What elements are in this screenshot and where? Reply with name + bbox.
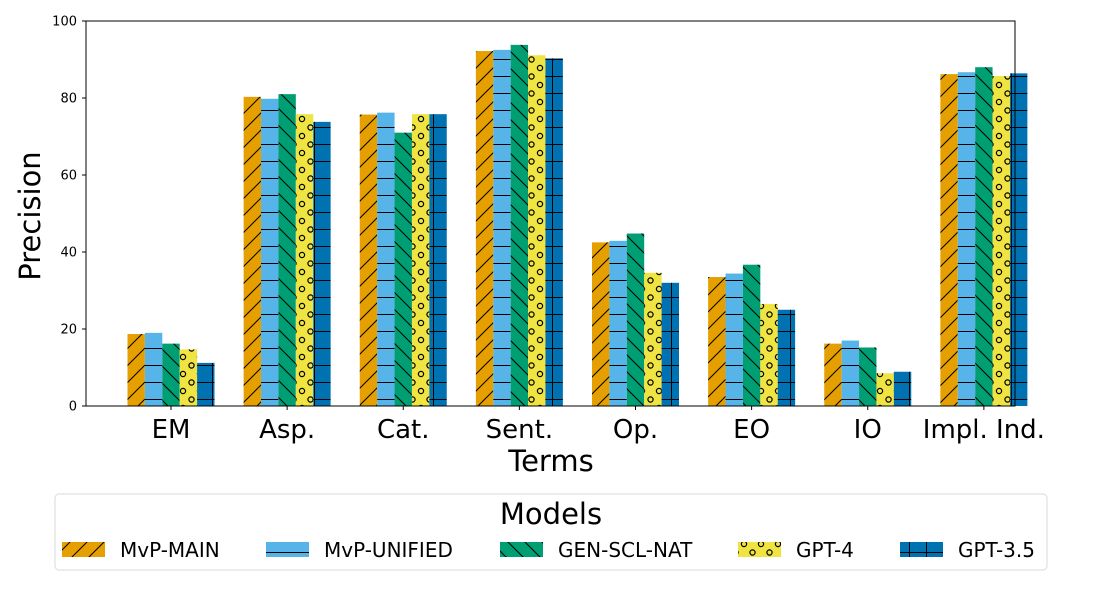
legend-entry: MvP-UNIFIED (266, 538, 453, 562)
plot-frame (85, 20, 1016, 407)
legend-label: GPT-4 (796, 538, 854, 562)
bar (545, 58, 563, 406)
y-tick-label: 0 (69, 400, 77, 415)
bar (475, 51, 494, 406)
bar (940, 74, 958, 406)
bar (708, 277, 726, 406)
legend-entry: GEN-SCL-NAT (500, 538, 693, 562)
bar (394, 132, 412, 406)
bar (243, 96, 262, 406)
x-axis-ticks: EM Asp. Cat. Sent. Op. EO IO Impl. Ind. (152, 406, 1045, 445)
y-tick-label: 20 (60, 323, 77, 338)
bar (742, 264, 761, 406)
series-gpt-4 (179, 55, 1010, 407)
bar (992, 76, 1010, 407)
bar (1009, 73, 1028, 407)
bar (144, 332, 163, 406)
legend-label: GPT-3.5 (958, 538, 1035, 562)
y-tick-label: 80 (60, 92, 77, 107)
x-tick-label: EM (152, 415, 191, 445)
series-mvp-unified (144, 49, 976, 407)
legend-label: MvP-MAIN (120, 538, 220, 562)
bar (876, 373, 894, 406)
legend-swatch (500, 542, 543, 557)
legend-swatch (266, 542, 309, 557)
series-gen-scl-nat (162, 44, 993, 407)
bar (777, 309, 796, 406)
x-tick-label: Asp. (259, 415, 315, 445)
bar (957, 72, 976, 406)
bar (975, 67, 993, 406)
bar (429, 114, 447, 407)
x-axis-title: Terms (507, 444, 593, 478)
x-tick-label: Sent. (486, 415, 553, 445)
bar (760, 303, 778, 406)
bar (295, 114, 314, 407)
bar (661, 282, 679, 406)
bar (528, 55, 546, 406)
bar (313, 121, 331, 407)
x-tick-label: IO (854, 415, 882, 445)
bar (179, 349, 198, 406)
x-tick-label: Op. (613, 415, 658, 445)
bar (278, 94, 296, 407)
bar (824, 343, 842, 406)
legend-title: Models (500, 497, 602, 531)
y-axis-title: Precision (13, 151, 47, 280)
bar (261, 98, 279, 407)
series-gpt-3-5 (197, 58, 1028, 407)
legend: Models MvP-MAIN MvP-UNIFIED GEN-SCL-NAT GPT… (54, 493, 1048, 571)
x-tick-label: Cat. (377, 415, 430, 445)
y-tick-label: 40 (60, 246, 77, 261)
legend-label: GEN-SCL-NAT (558, 538, 693, 562)
bar (592, 242, 610, 406)
bar (493, 49, 511, 406)
legend-swatch (900, 542, 943, 557)
y-tick-label: 100 (52, 15, 77, 30)
bar (644, 272, 662, 406)
bar (841, 340, 860, 406)
y-axis-ticks: 0 20 40 60 80 100 (52, 15, 86, 415)
bar (725, 273, 743, 406)
legend-swatch (62, 542, 105, 557)
legend-entry: MvP-MAIN (62, 538, 220, 562)
legend-entry: GPT-3.5 (900, 538, 1035, 562)
bar (510, 44, 529, 407)
bar (626, 233, 645, 406)
series-mvp-main (127, 51, 958, 407)
y-tick-label: 60 (60, 169, 77, 184)
bar (127, 334, 145, 406)
bar (359, 114, 378, 407)
bar (377, 112, 395, 406)
bars-layer (127, 44, 1028, 407)
bar (411, 114, 430, 407)
x-tick-label: Impl. Ind. (923, 415, 1045, 445)
bar (197, 362, 215, 406)
legend-label: MvP-UNIFIED (324, 538, 453, 562)
legend-swatch (738, 542, 781, 557)
bar (859, 347, 877, 406)
x-tick-label: EO (733, 415, 770, 445)
bar (893, 371, 912, 406)
bar (609, 240, 627, 406)
legend-entries: MvP-MAIN MvP-UNIFIED GEN-SCL-NAT GPT-4 GPT-3… (62, 538, 1035, 562)
bar (162, 343, 180, 406)
legend-entry: GPT-4 (738, 538, 854, 562)
